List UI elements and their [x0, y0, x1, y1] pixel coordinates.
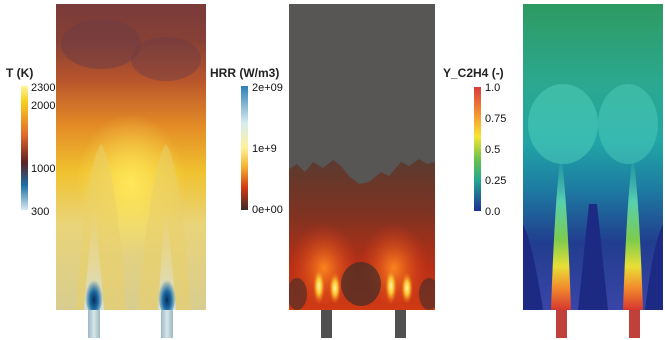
- heat-release-colorbar-title: HRR (W/m3): [210, 66, 280, 80]
- temperature-colorbar: T (K) 2300 2000 1000 300: [6, 66, 66, 218]
- ethylene-field-panel: [523, 4, 663, 338]
- ethylene-colorbar: Y_C2H4 (-) 1.0 0.75 0.5 0.25 0.0: [443, 66, 523, 226]
- ethylene-tick-0: 0.0: [485, 206, 501, 218]
- temperature-tick-max: 2300: [31, 82, 56, 94]
- ethylene-field-image: [523, 4, 663, 338]
- heat-release-tick-min: 0e+00: [252, 204, 283, 216]
- ethylene-tick-0-75: 0.75: [485, 113, 507, 125]
- heat-release-colorbar: HRR (W/m3) 2e+09 1e+9 0e+00: [210, 66, 300, 226]
- temperature-colorbar-gradient: [21, 86, 28, 210]
- temperature-fuel-inlet-right: [161, 310, 173, 338]
- temperature-colorbar-title: T (K): [6, 66, 34, 80]
- heat-release-tick-max: 2e+09: [252, 82, 283, 94]
- heat-release-colorbar-gradient: [241, 86, 248, 210]
- temperature-fuel-inlet-left: [88, 310, 100, 338]
- temperature-tick-2000: 2000: [31, 100, 56, 112]
- ethylene-colorbar-title: Y_C2H4 (-): [443, 66, 504, 80]
- heat-release-fuel-inlet-left: [321, 310, 332, 338]
- temperature-field-panel: [56, 4, 206, 338]
- heat-release-tick-mid: 1e+9: [252, 143, 277, 155]
- ethylene-tick-0-25: 0.25: [485, 175, 507, 187]
- heat-release-fuel-inlet-right: [395, 310, 406, 338]
- temperature-field-image: [56, 4, 206, 338]
- ethylene-fuel-inlet-left: [556, 310, 567, 338]
- ethylene-tick-0-5: 0.5: [485, 144, 501, 156]
- heat-release-field-panel: [289, 4, 435, 338]
- temperature-tick-1000: 1000: [31, 163, 56, 175]
- ethylene-colorbar-gradient: [474, 87, 481, 211]
- ethylene-fuel-inlet-right: [629, 310, 640, 338]
- ethylene-tick-1: 1.0: [485, 82, 501, 94]
- heat-release-field-image: [289, 4, 435, 338]
- temperature-tick-min: 300: [31, 206, 50, 218]
